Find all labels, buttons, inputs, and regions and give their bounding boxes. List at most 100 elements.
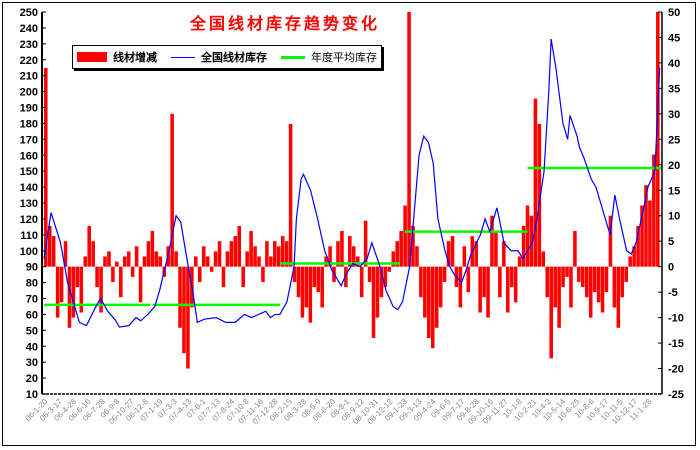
- change-bar: [399, 231, 403, 267]
- change-bar: [387, 266, 392, 272]
- change-bar: [423, 266, 427, 318]
- change-bar: [158, 256, 163, 267]
- change-bar: [375, 266, 380, 318]
- change-bar: [273, 241, 277, 267]
- legend: 线材增减 全国线材库存 年度平均库存: [72, 45, 382, 69]
- change-bar: [304, 266, 309, 308]
- change-bar: [225, 251, 230, 267]
- left-tick-label: 110: [20, 230, 38, 242]
- change-bar: [150, 231, 155, 267]
- change-bar: [198, 266, 202, 282]
- right-tick-label: 0: [668, 262, 674, 274]
- change-bar: [415, 246, 419, 267]
- change-bar: [557, 266, 561, 328]
- change-bar: [292, 266, 297, 282]
- change-bar: [241, 266, 245, 288]
- change-bar: [170, 113, 174, 267]
- change-bar: [367, 266, 372, 282]
- left-tick-label: 170: [20, 134, 38, 146]
- change-bar: [430, 266, 435, 349]
- change-bar: [656, 12, 660, 267]
- left-tick-label: 240: [20, 23, 38, 35]
- change-bar: [55, 266, 60, 318]
- change-bar: [494, 231, 498, 267]
- change-bar: [506, 266, 510, 313]
- change-bar: [87, 225, 91, 267]
- change-bar: [75, 266, 80, 288]
- change-bar: [600, 266, 605, 313]
- change-bar: [111, 266, 115, 282]
- change-bar: [119, 266, 123, 298]
- left-tick-label: 220: [20, 55, 38, 67]
- legend-label-inventory: 全国线材库存: [201, 51, 267, 64]
- change-bar: [344, 266, 348, 288]
- change-bar: [407, 12, 411, 267]
- change-bar: [316, 266, 321, 293]
- change-bar: [138, 266, 143, 303]
- change-bar: [201, 246, 206, 267]
- chart-frame: [2, 2, 696, 446]
- change-bar: [612, 266, 617, 308]
- change-bar: [573, 231, 577, 267]
- left-tick-label: 200: [20, 87, 38, 99]
- change-bar: [541, 251, 546, 267]
- change-bar: [498, 266, 502, 298]
- change-bar: [462, 246, 467, 267]
- right-tick-label: 50: [668, 7, 680, 19]
- left-tick-label: 50: [26, 325, 38, 337]
- change-bar: [296, 266, 301, 298]
- change-bar: [253, 246, 257, 267]
- right-tick-label: -5: [668, 287, 678, 299]
- change-bar: [359, 266, 364, 298]
- change-bar: [142, 256, 147, 267]
- change-bar: [340, 231, 344, 267]
- left-tick-label: 40: [26, 341, 38, 353]
- left-tick-label: 20: [26, 373, 38, 385]
- change-bar: [648, 200, 652, 267]
- change-bar: [549, 266, 553, 359]
- change-bar: [438, 266, 443, 308]
- change-bar: [312, 266, 317, 288]
- change-bar: [63, 241, 68, 267]
- change-bar: [379, 266, 384, 298]
- change-bar: [537, 124, 542, 267]
- change-bar: [71, 266, 76, 318]
- change-bar: [336, 241, 340, 267]
- change-bar: [395, 241, 399, 267]
- right-tick-label: 10: [668, 211, 680, 223]
- change-bar: [521, 225, 526, 267]
- left-tick-label: 210: [20, 71, 38, 83]
- change-bar: [632, 246, 636, 267]
- change-bar: [383, 266, 388, 288]
- change-bar: [107, 251, 111, 267]
- change-bar: [280, 236, 285, 267]
- change-bar: [320, 266, 324, 308]
- legend-swatch-average: [281, 55, 305, 59]
- left-tick-label: 70: [26, 294, 38, 306]
- change-bar: [83, 256, 88, 267]
- change-bar: [478, 266, 482, 313]
- change-bar: [588, 266, 593, 318]
- left-tick-label: 60: [26, 309, 38, 321]
- change-bar: [490, 215, 494, 267]
- change-bar: [592, 266, 597, 293]
- change-bar: [652, 154, 656, 267]
- legend-label-change: 线材增减: [113, 51, 157, 64]
- left-tick-label: 10: [26, 389, 38, 401]
- change-bar: [525, 205, 530, 267]
- legend-swatch-inventory: [171, 56, 195, 58]
- change-bar: [146, 241, 151, 267]
- change-bar: [126, 251, 131, 267]
- change-bar: [300, 266, 305, 318]
- right-tick-label: 40: [668, 58, 680, 70]
- change-bar: [624, 266, 629, 282]
- change-bar: [249, 231, 253, 267]
- right-tick-label: 5: [668, 236, 674, 248]
- left-tick-label: 140: [20, 182, 38, 194]
- change-bar: [178, 266, 182, 328]
- change-bar: [130, 266, 135, 277]
- change-bar: [427, 266, 431, 338]
- change-bar: [419, 266, 423, 298]
- change-bar: [154, 251, 159, 267]
